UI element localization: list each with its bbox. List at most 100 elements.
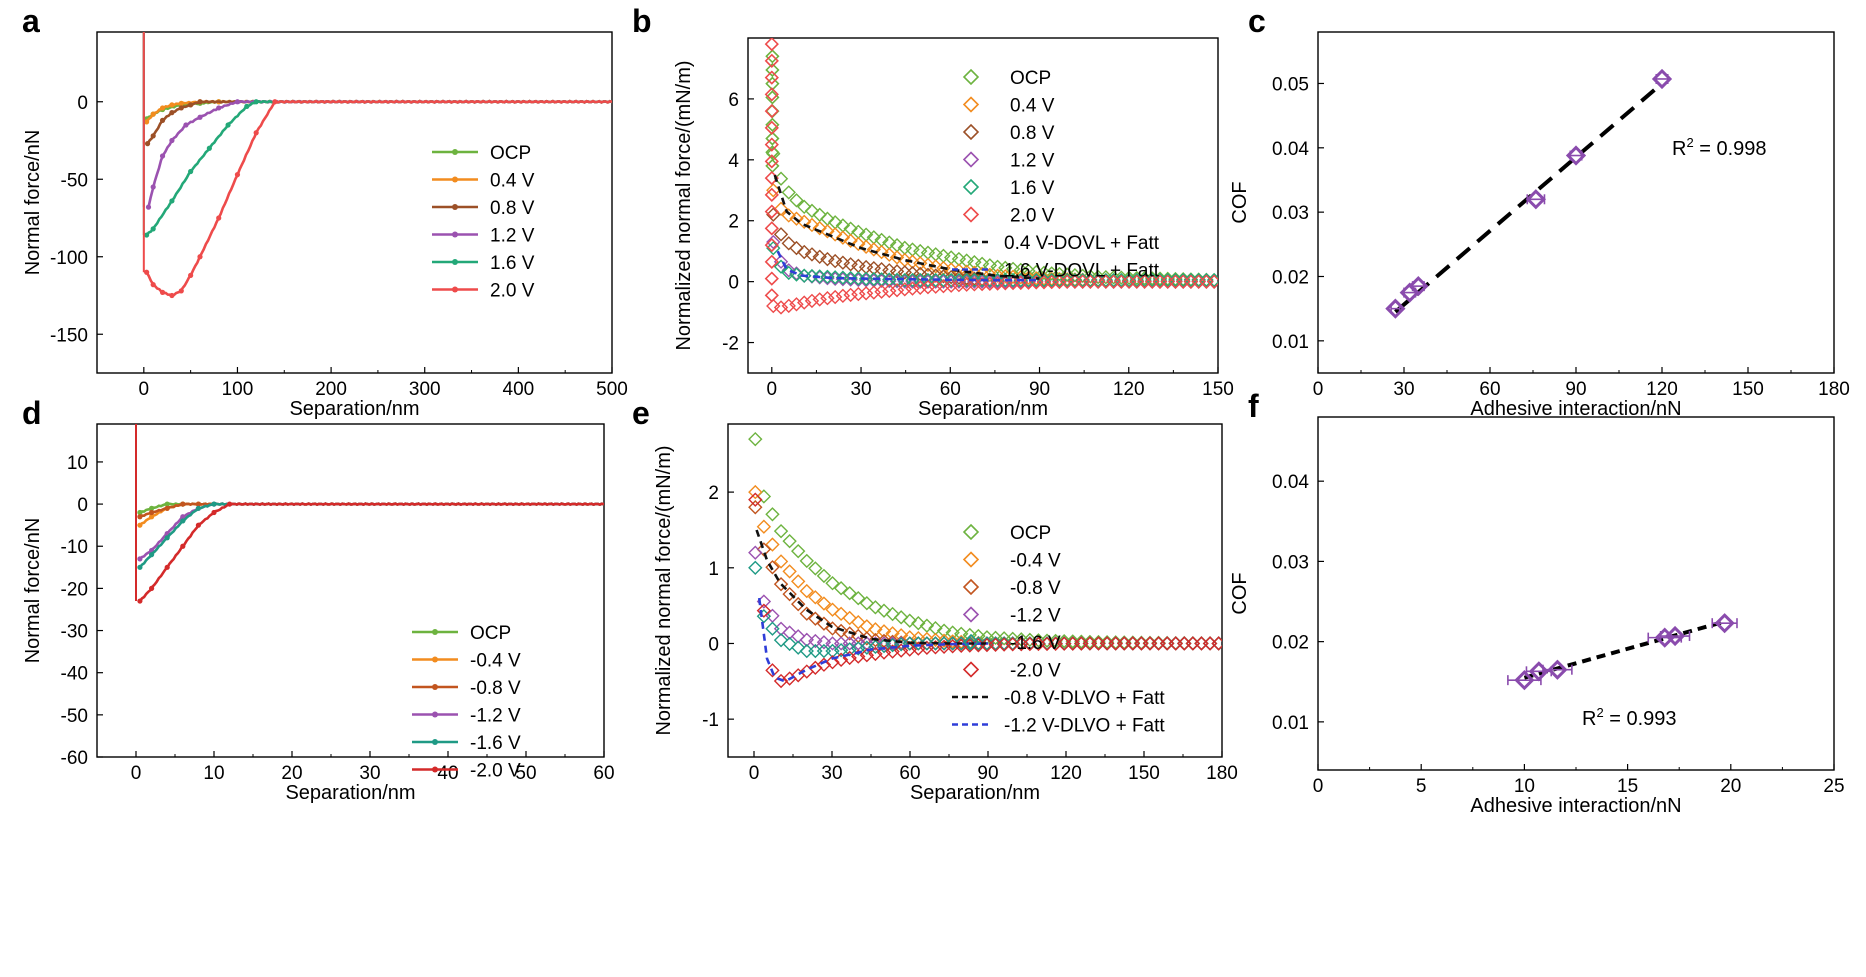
legend-label: -2.0 V — [1010, 661, 1061, 682]
data-point — [797, 199, 812, 215]
data-point — [791, 596, 806, 612]
r-squared-annotation: R2 = 0.993 — [1582, 705, 1677, 730]
data-point — [885, 606, 900, 622]
data-point — [765, 103, 780, 119]
data-point — [889, 282, 905, 298]
x-tick-label: 150 — [1202, 379, 1234, 400]
data-point — [859, 596, 875, 611]
series--0.4V — [135, 424, 604, 528]
plot-area — [142, 32, 612, 299]
data-point — [1185, 636, 1201, 651]
data-point — [137, 509, 143, 516]
plot-frame — [96, 31, 613, 374]
data-point — [858, 239, 874, 255]
data-point — [835, 230, 851, 245]
y-tick-label: 0.02 — [1272, 633, 1309, 654]
data-point — [1651, 68, 1673, 90]
data-point — [808, 590, 823, 605]
series-OCP — [142, 32, 612, 122]
data-point — [183, 122, 189, 128]
data-point — [789, 297, 804, 312]
data-point — [1211, 636, 1222, 651]
legend-marker — [432, 739, 438, 745]
legend-marker — [962, 578, 980, 596]
plot-area — [764, 38, 1218, 315]
data-point — [1134, 636, 1149, 651]
legend-label: 0.4 V-DOVL + Fatt — [1004, 233, 1160, 254]
data-point — [188, 168, 194, 175]
data-point — [766, 234, 781, 250]
legend-label: -0.4 V — [1010, 551, 1061, 572]
legend-marker — [962, 68, 980, 86]
data-point — [1177, 636, 1192, 651]
data-point — [816, 616, 832, 631]
data-point — [748, 484, 763, 500]
legend-label: 1.2 V — [490, 226, 535, 247]
data-point — [913, 280, 928, 295]
data-point — [1151, 636, 1166, 651]
y-axis-label: Normalized normal force/(mN/m) — [653, 445, 675, 735]
series-line — [138, 502, 604, 569]
legend-label: -0.8 V — [470, 678, 521, 699]
data-point — [764, 288, 779, 303]
series-line — [147, 99, 612, 208]
legend-marker — [452, 149, 458, 155]
y-tick-label: 2 — [728, 212, 739, 233]
panel-label-c: c — [1248, 3, 1266, 39]
legend-label: OCP — [1010, 523, 1051, 544]
data-point — [211, 509, 217, 516]
data-point — [765, 49, 780, 64]
legend-marker — [452, 259, 458, 265]
legend-label: -1.2 V — [1010, 606, 1061, 627]
data-point — [169, 137, 175, 144]
y-tick-label: 0.01 — [1272, 332, 1309, 353]
y-tick-label: 0.04 — [1272, 472, 1309, 493]
data-point — [144, 269, 150, 275]
data-point — [781, 185, 796, 200]
y-tick-label: 0.05 — [1272, 74, 1309, 95]
data-point — [876, 603, 892, 618]
data-point — [851, 614, 866, 630]
data-point — [1159, 636, 1175, 651]
x-tick-label: 60 — [593, 763, 614, 784]
data-point — [137, 556, 143, 562]
data-point — [797, 295, 812, 310]
data-point — [799, 553, 814, 569]
y-tick-label: -150 — [50, 325, 88, 346]
data-point — [945, 625, 960, 640]
data-point — [1134, 636, 1149, 651]
legend-label: -2.0 V — [470, 761, 521, 782]
legend: OCP 0.4 V 0.8 V 1.2 V 1.6 V 2.0 V 0.4 V-DOVL +… — [952, 68, 1160, 282]
data-point — [1194, 636, 1209, 651]
data-point — [812, 249, 827, 264]
data-point — [808, 633, 823, 649]
legend-marker — [962, 123, 980, 141]
y-tick-label: -40 — [61, 664, 88, 685]
data-point — [1159, 636, 1175, 651]
plot-area — [135, 424, 604, 604]
data-point — [781, 208, 796, 223]
data-point — [1211, 636, 1222, 651]
data-point — [816, 643, 832, 659]
data-point — [149, 552, 155, 558]
data-point — [868, 622, 883, 637]
data-point — [842, 610, 857, 626]
data-point — [764, 254, 779, 269]
data-point — [905, 281, 920, 296]
series-line — [145, 99, 612, 236]
x-tick-label: 30 — [850, 379, 871, 400]
x-tick-label: 120 — [1050, 763, 1082, 784]
x-tick-label: 5 — [1416, 776, 1427, 797]
x-tick-label: 180 — [1818, 379, 1850, 400]
legend-marker — [432, 629, 438, 635]
panel-label-f: f — [1248, 388, 1259, 424]
data-point — [1211, 636, 1222, 651]
data-point — [842, 586, 857, 601]
data-point — [764, 137, 779, 152]
data-point — [859, 648, 875, 663]
data-point — [1168, 635, 1183, 651]
y-tick-label: 0.02 — [1272, 267, 1309, 288]
data-point — [843, 287, 858, 303]
data-point — [1714, 613, 1735, 634]
